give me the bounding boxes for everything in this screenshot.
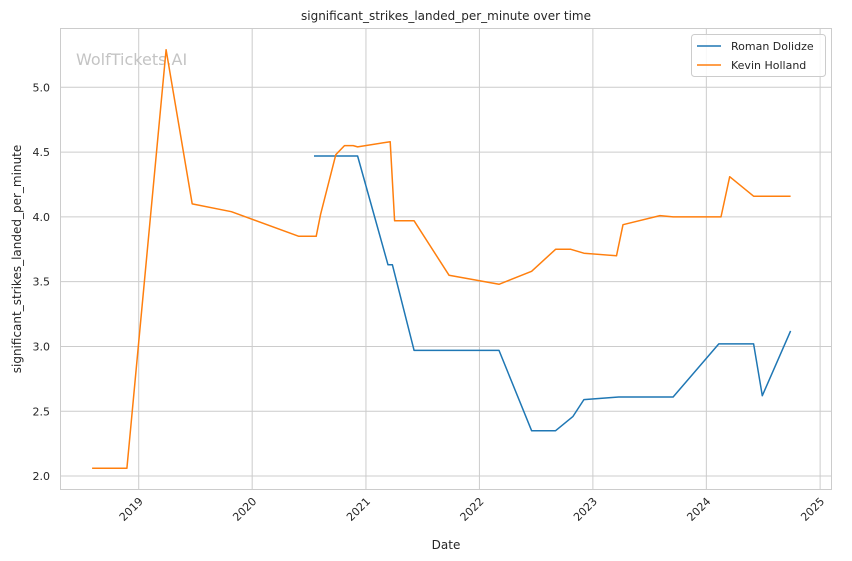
watermark-text: WolfTickets.AI xyxy=(76,50,187,69)
y-tick-label: 5.0 xyxy=(33,81,51,94)
y-tick-label: 4.5 xyxy=(33,146,51,159)
chart-title: significant_strikes_landed_per_minute ov… xyxy=(301,9,591,23)
legend: Roman Dolidze Kevin Holland xyxy=(691,34,826,77)
series-line-roman-dolidze xyxy=(314,155,792,432)
y-tick-label: 3.0 xyxy=(33,340,51,353)
x-axis-label: Date xyxy=(432,538,461,552)
legend-box xyxy=(691,34,826,77)
y-tick-label: 2.0 xyxy=(33,470,51,483)
series-line-kevin-holland xyxy=(92,48,791,470)
y-tick-label: 3.5 xyxy=(33,276,51,289)
y-axis-label: significant_strikes_landed_per_minute xyxy=(10,145,24,374)
legend-label: Kevin Holland xyxy=(731,59,806,72)
y-tick-label: 4.0 xyxy=(33,211,51,224)
grid-lines xyxy=(61,29,831,489)
data-series xyxy=(92,48,792,470)
legend-label: Roman Dolidze xyxy=(731,40,814,53)
y-axis-ticks: 2.0 2.5 3.0 3.5 4.0 4.5 5.0 xyxy=(33,81,51,483)
y-tick-label: 2.5 xyxy=(33,405,51,418)
plot-frame xyxy=(60,28,832,490)
